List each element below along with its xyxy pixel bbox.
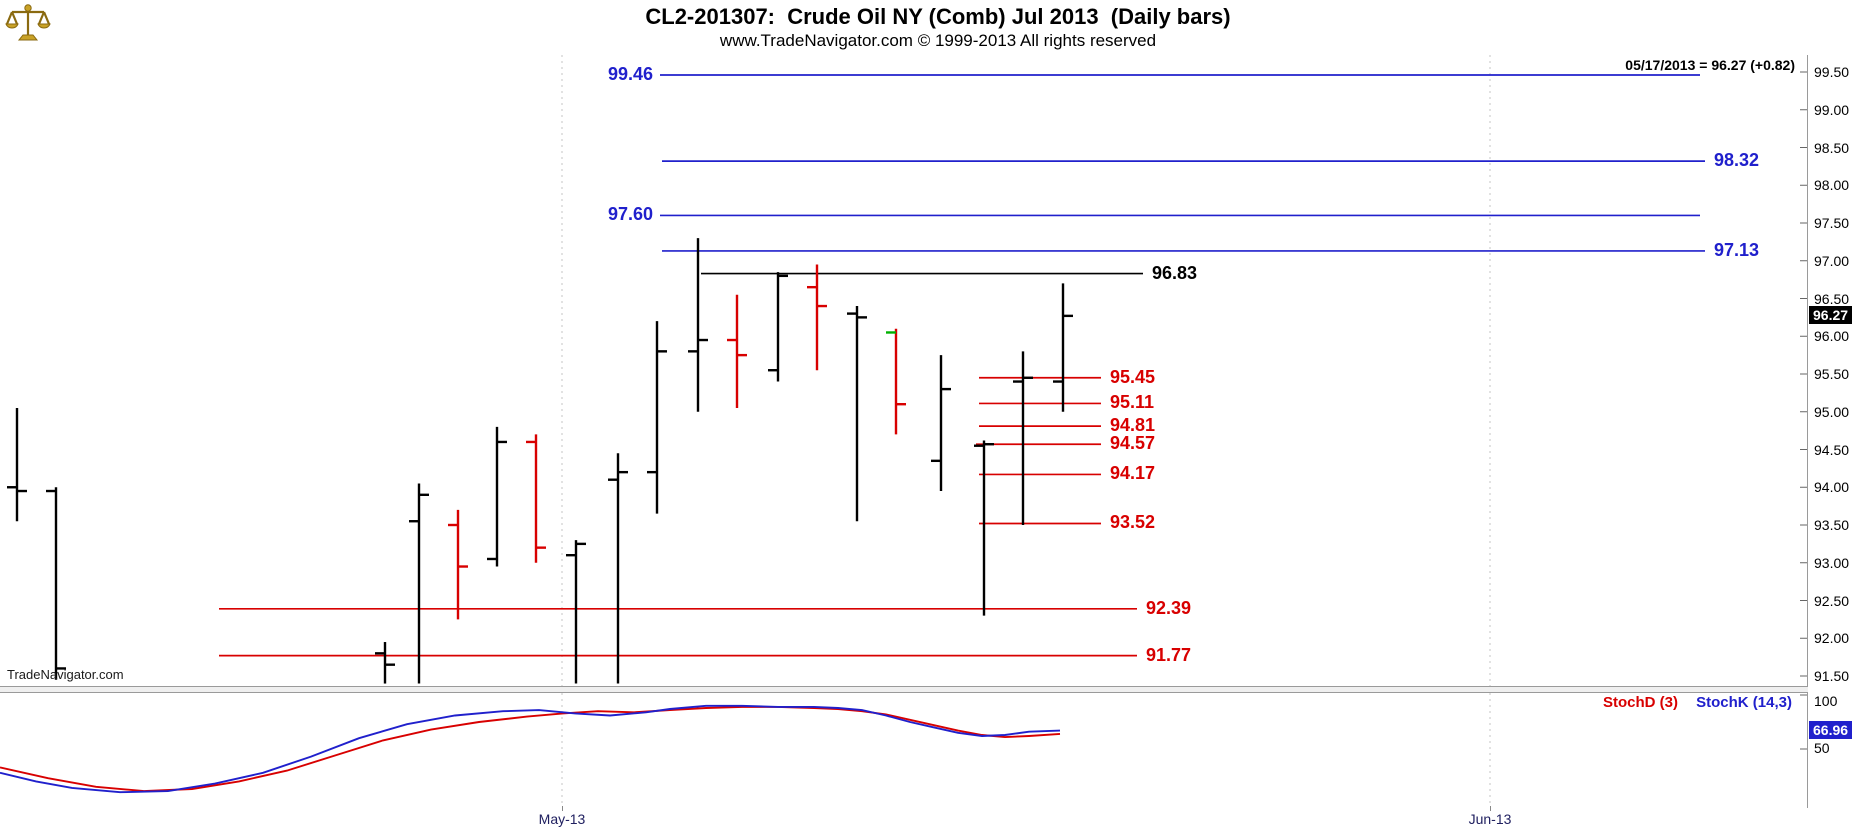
date-axis[interactable]: May-13 Jun-13 [0, 806, 1807, 828]
date-axis-tick [562, 806, 563, 811]
ohlc-bar[interactable] [727, 294, 747, 408]
price-axis-label: 99.50 [1814, 64, 1850, 80]
price-axis-label: 99.00 [1814, 101, 1850, 118]
ohlc-bar[interactable] [608, 453, 628, 684]
ohlc-bar[interactable] [688, 238, 708, 412]
ohlc-bar[interactable] [768, 272, 788, 382]
ohlc-bar[interactable] [1053, 283, 1073, 412]
stochastic-canvas[interactable] [0, 693, 1807, 807]
date-axis-label: Jun-13 [1468, 811, 1512, 827]
price-axis-label: 96.00 [1814, 328, 1850, 345]
chart-subtitle: www.TradeNavigator.com © 1999-2013 All r… [719, 31, 1157, 50]
stochk-label: StochK (14,3) [1696, 694, 1792, 711]
ohlc-bar[interactable] [847, 306, 867, 522]
ohlc-bar[interactable] [46, 487, 66, 680]
stochd-label: StochD (3) [1602, 694, 1678, 711]
stoch-line-stochk [0, 704, 1061, 794]
date-axis-tick [1490, 806, 1491, 811]
ohlc-bar[interactable] [7, 407, 27, 522]
ohlc-bar[interactable] [566, 540, 586, 684]
ohlc-bar[interactable] [448, 509, 468, 620]
stoch-axis-label: 50 [1814, 740, 1830, 756]
ohlc-bar[interactable] [974, 440, 994, 616]
price-axis-label: 93.00 [1814, 554, 1850, 571]
price-axis-label: 95.00 [1814, 403, 1850, 420]
ohlc-bar[interactable] [647, 321, 667, 514]
chart-title: CL2-201307: Crude Oil NY (Comb) Jul 2013… [645, 4, 1231, 29]
price-axis-label: 91.50 [1814, 668, 1850, 684]
price-axis-label: 92.50 [1814, 592, 1850, 609]
stochastic-panel[interactable] [0, 692, 1808, 808]
date-axis-label: May-13 [538, 811, 586, 827]
stoch-axis-label: 100 [1814, 693, 1838, 709]
last-price-tag: 96.27 [1809, 305, 1853, 324]
ohlc-bar[interactable] [807, 264, 827, 371]
stoch-value-tag: 66.96 [1809, 720, 1853, 739]
price-axis-label: 95.50 [1814, 366, 1850, 382]
last-quote-readout: 05/17/2013 = 96.27 (+0.82) [1625, 57, 1795, 73]
price-axis-label: 97.00 [1814, 252, 1850, 269]
stochastic-legend: StochD (3) StochK (14,3) [1589, 694, 1792, 711]
price-axis[interactable]: 99.50 99.00 98.50 98.00 97.50 97.00 96.50 96.00… [1807, 0, 1876, 828]
ohlc-bar[interactable] [526, 434, 546, 563]
price-axis-label: 97.50 [1814, 215, 1850, 231]
price-axis-label: 93.50 [1814, 517, 1850, 533]
ohlc-bar[interactable] [409, 483, 429, 684]
ohlc-bar[interactable] [886, 328, 906, 435]
price-axis-label: 94.50 [1814, 441, 1850, 458]
ohlc-bar[interactable] [931, 355, 951, 492]
scales-icon [5, 4, 51, 41]
trade-navigator-logo [4, 1, 52, 49]
price-chart-panel[interactable]: TradeNavigator.com [0, 55, 1808, 687]
price-axis-label: 92.00 [1814, 630, 1850, 647]
watermark-text: TradeNavigator.com [7, 667, 124, 682]
ohlc-bars [7, 238, 1073, 684]
price-axis-label: 98.50 [1814, 139, 1850, 156]
ohlc-bar[interactable] [487, 426, 507, 567]
price-axis-label: 98.00 [1814, 177, 1850, 194]
price-axis-label: 94.00 [1814, 479, 1850, 496]
price-chart-canvas[interactable] [0, 55, 1807, 686]
panel-splitter[interactable] [0, 687, 1808, 692]
ohlc-bar[interactable] [1013, 351, 1033, 525]
chart-header: CL2-201307: Crude Oil NY (Comb) Jul 2013… [0, 0, 1876, 55]
ohlc-bar[interactable] [375, 642, 395, 684]
price-axis-label: 96.50 [1814, 290, 1850, 307]
